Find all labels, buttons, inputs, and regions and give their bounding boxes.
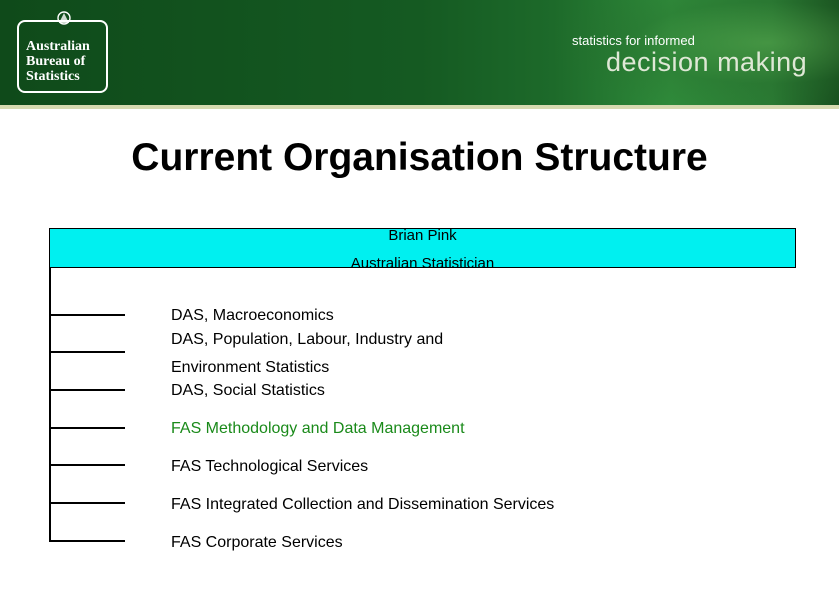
coat-of-arms-icon bbox=[57, 11, 71, 25]
logo-text: Australian Bureau of Statistics bbox=[26, 39, 90, 84]
logo-line-1: Australian bbox=[26, 39, 90, 54]
org-item-collection-dissemination: FAS Integrated Collection and Disseminat… bbox=[171, 496, 555, 513]
slide-title: Current Organisation Structure bbox=[131, 136, 708, 179]
org-head-box: Brian Pink Australian Statistician bbox=[49, 227, 796, 272]
logo-line-3: Statistics bbox=[26, 69, 80, 84]
logo-line-2: Bureau of bbox=[26, 54, 86, 69]
org-item-technological-services: FAS Technological Services bbox=[171, 458, 369, 475]
abs-logo: Australian Bureau of Statistics bbox=[17, 11, 108, 93]
org-connector-branch bbox=[49, 314, 125, 316]
org-item-social-statistics: DAS, Social Statistics bbox=[171, 382, 325, 399]
org-item-population-labour-cont: Environment Statistics bbox=[171, 359, 330, 376]
org-connector-branch bbox=[49, 427, 125, 429]
org-connector-branch bbox=[49, 351, 125, 353]
tagline-small: statistics for informed bbox=[572, 33, 695, 48]
org-item-macroeconomics: DAS, Macroeconomics bbox=[171, 307, 334, 324]
org-connector-branch bbox=[49, 540, 125, 542]
org-item-corporate-services: FAS Corporate Services bbox=[171, 534, 343, 551]
org-connector-branch bbox=[49, 389, 125, 391]
header-photo-glow bbox=[555, 0, 839, 107]
org-connector-branch bbox=[49, 502, 125, 504]
org-head-role: Australian Statistician bbox=[350, 255, 495, 272]
org-connector-vertical bbox=[49, 267, 51, 542]
org-item-methodology: FAS Methodology and Data Management bbox=[171, 420, 465, 437]
org-head-name: Brian Pink bbox=[388, 227, 457, 244]
org-connector-branch bbox=[49, 464, 125, 466]
tagline-large: decision making bbox=[606, 47, 808, 77]
header-accent-strip bbox=[0, 105, 839, 109]
org-item-population-labour: DAS, Population, Labour, Industry and bbox=[171, 331, 444, 348]
